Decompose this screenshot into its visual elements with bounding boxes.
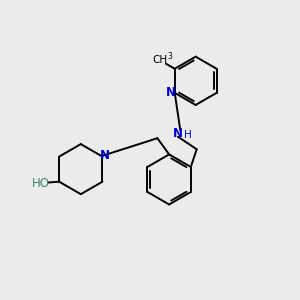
Text: 3: 3 (167, 52, 172, 62)
Text: N: N (173, 127, 183, 140)
Text: H: H (184, 130, 191, 140)
Text: HO: HO (32, 177, 50, 190)
Text: N: N (100, 149, 110, 162)
Text: CH: CH (152, 55, 168, 65)
Text: N: N (166, 86, 176, 99)
